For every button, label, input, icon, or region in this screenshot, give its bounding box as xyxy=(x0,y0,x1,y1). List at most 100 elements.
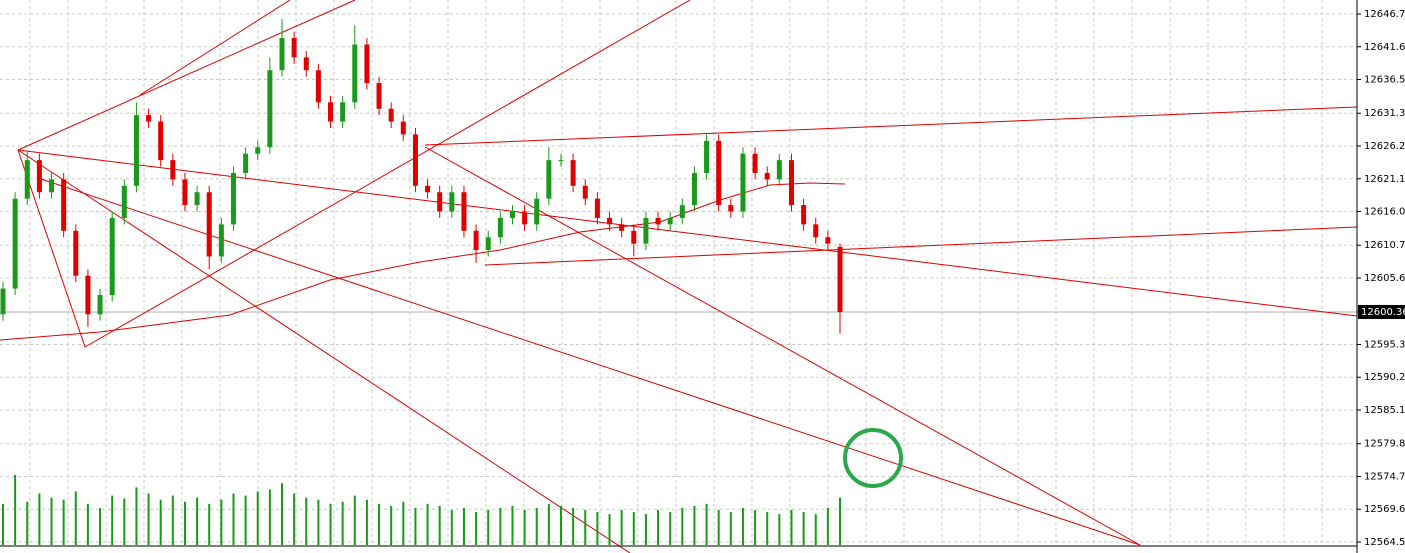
trend-line xyxy=(17,149,1358,317)
volume-bar xyxy=(220,499,223,545)
volume-bar xyxy=(778,514,781,545)
volume-bar xyxy=(462,507,465,545)
candle-body xyxy=(752,153,758,173)
candle-body xyxy=(437,192,443,212)
volume-bar xyxy=(159,499,162,545)
y-tick-label: 12579.85 xyxy=(1364,439,1405,450)
volume-bar xyxy=(414,507,417,545)
volume-bar xyxy=(111,495,114,545)
candle-body xyxy=(328,102,334,122)
y-tick-label: 12610.75 xyxy=(1364,240,1405,251)
candle-body xyxy=(0,288,6,315)
candle-body xyxy=(473,230,479,251)
volume-bar xyxy=(86,503,89,545)
volume-bar xyxy=(268,489,271,545)
y-tick-label: 12605.65 xyxy=(1364,273,1405,284)
candle-body xyxy=(73,230,79,276)
candle-body xyxy=(146,115,152,122)
candle-body xyxy=(497,217,503,238)
candle-body xyxy=(582,185,588,199)
volume-bar xyxy=(208,503,211,545)
volume-bar xyxy=(572,507,575,545)
candle-body xyxy=(388,108,394,122)
candle-body xyxy=(133,115,139,186)
volume-bar xyxy=(741,507,744,545)
candle-body xyxy=(97,295,103,315)
volume-bar xyxy=(705,503,708,545)
y-tick-label: 12569.65 xyxy=(1364,504,1405,515)
candle-body xyxy=(788,160,794,206)
candle-body xyxy=(194,192,200,206)
candle-body xyxy=(509,211,515,218)
volume-bar xyxy=(717,510,720,545)
volume-bar xyxy=(657,510,660,545)
candle-body xyxy=(449,192,455,212)
volume-bar xyxy=(426,503,429,545)
y-tick-label: 12636.55 xyxy=(1364,75,1405,86)
volume-bar xyxy=(232,493,235,545)
candles xyxy=(0,18,843,545)
trend-line xyxy=(17,149,631,553)
candle-body xyxy=(667,217,673,225)
volume-bar xyxy=(814,514,817,545)
candle-body xyxy=(813,224,819,238)
volume-bar xyxy=(378,503,381,545)
candle-body xyxy=(425,185,431,193)
candle-body xyxy=(340,102,346,122)
last-price-box xyxy=(1358,304,1405,319)
candle-body xyxy=(776,160,782,180)
candle-body xyxy=(728,205,734,212)
volume-bar xyxy=(644,514,647,545)
candle-body xyxy=(643,217,649,244)
candle-body xyxy=(740,153,746,212)
candle-body xyxy=(679,205,685,218)
trend-line xyxy=(37,177,1141,546)
candle-body xyxy=(352,44,358,103)
volume-bar xyxy=(402,501,405,545)
candle-body xyxy=(315,70,321,103)
volume-bar xyxy=(2,503,4,545)
volume-bar xyxy=(305,497,308,545)
volume-bar xyxy=(729,512,732,545)
candle-body xyxy=(558,160,564,162)
candle-body xyxy=(522,211,528,225)
y-tick-label: 12646.75 xyxy=(1364,9,1405,20)
volume-bar xyxy=(99,507,102,545)
candle-body xyxy=(764,172,770,180)
volume-bar xyxy=(596,512,599,545)
volume-bar xyxy=(487,510,490,545)
candle-body xyxy=(61,179,67,231)
y-tick-label: 12621.10 xyxy=(1364,174,1405,185)
volume-bar xyxy=(123,498,126,545)
volume-bar xyxy=(790,510,793,545)
volume-bar xyxy=(74,491,77,545)
candle-body xyxy=(303,57,309,71)
volume-bar xyxy=(14,475,17,545)
overlays xyxy=(0,0,1358,553)
volume-bar xyxy=(438,505,441,545)
y-tick-label: 12595.30 xyxy=(1364,339,1405,350)
volume-bar xyxy=(839,497,841,545)
grid xyxy=(0,0,1357,546)
candle-body xyxy=(85,275,91,315)
candle-body xyxy=(291,38,297,58)
volume-bar xyxy=(390,505,393,545)
volume-bar xyxy=(135,487,138,545)
volume-bar xyxy=(256,491,259,545)
candle-body xyxy=(255,147,261,154)
candle-body xyxy=(243,153,249,173)
candle-body xyxy=(49,179,55,193)
candle-body xyxy=(206,192,212,257)
candle-body xyxy=(218,224,224,257)
volume-bar xyxy=(620,510,623,545)
candle-body xyxy=(12,198,18,289)
trend-line xyxy=(17,0,356,151)
volume-bar xyxy=(608,514,611,545)
volume-bar xyxy=(183,501,186,545)
candle-body xyxy=(655,217,661,225)
volume-bar xyxy=(196,497,199,545)
candle-body xyxy=(170,160,176,180)
candle-body xyxy=(412,134,418,186)
highlight-circle xyxy=(843,428,903,488)
